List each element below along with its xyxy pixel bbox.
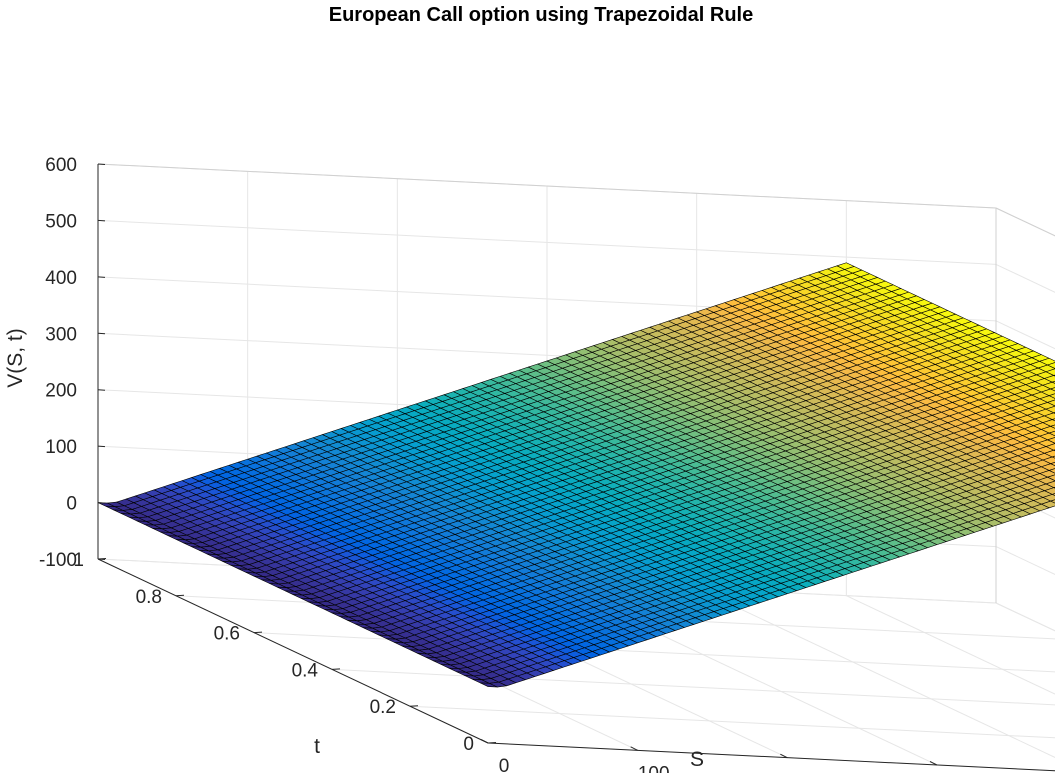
y-tick-label: 0.2	[370, 697, 396, 718]
z-tick-mark	[97, 332, 106, 335]
z-tick-label: 500	[45, 211, 77, 232]
axis-line	[97, 558, 489, 744]
y-tick-mark	[487, 742, 497, 744]
box-edge	[97, 163, 997, 209]
z-tick-label: 300	[45, 324, 77, 345]
axis-line	[487, 742, 1055, 772]
side-grid-v	[995, 602, 1055, 632]
y-tick-mark	[175, 594, 185, 597]
y-tick-label: 0.8	[136, 587, 162, 608]
x-tick-mark	[480, 739, 489, 744]
back-grid-v	[97, 219, 997, 265]
z-tick-label: -100	[39, 550, 77, 571]
z-tick-mark	[97, 389, 106, 391]
floor-grid-t	[253, 632, 1055, 673]
z-tick-mark	[97, 219, 106, 222]
y-tick-mark	[409, 705, 419, 707]
z-tick-label: 0	[66, 494, 77, 515]
y-tick-mark	[253, 631, 263, 634]
z-axis-ticks: -100 0 100 200 300 400 500 600	[39, 155, 106, 571]
y-tick-mark	[331, 668, 341, 670]
z-tick-label: 100	[45, 437, 77, 458]
floor-grid-t	[331, 668, 1055, 706]
surface-mesh	[97, 262, 1055, 688]
z-tick-mark	[97, 558, 106, 560]
x-tick-label: 100	[638, 763, 670, 773]
z-tick-mark	[97, 276, 106, 278]
z-tick-label: 200	[45, 381, 77, 402]
floor-grid-s	[995, 602, 1055, 632]
z-tick-mark	[97, 445, 106, 448]
z-tick-mark	[97, 163, 106, 165]
z-tick-label: 600	[45, 155, 77, 176]
y-tick-label: 0	[463, 734, 474, 755]
floor-grid-t	[409, 705, 1055, 739]
y-axis-label: t	[314, 735, 320, 758]
floor-grid-s	[846, 595, 1055, 695]
x-tick-label: 0	[499, 756, 510, 773]
z-tick-mark	[97, 502, 106, 504]
z-axis-label: V(S, t)	[4, 328, 27, 388]
chart-title: European Call option using Trapezoidal R…	[329, 4, 753, 26]
floor-grid-s	[696, 587, 1055, 758]
y-tick-label: 0.4	[292, 660, 319, 681]
y-tick-label: 0.6	[214, 624, 240, 645]
x-axis-label: S	[690, 748, 704, 771]
z-tick-label: 400	[45, 268, 77, 289]
